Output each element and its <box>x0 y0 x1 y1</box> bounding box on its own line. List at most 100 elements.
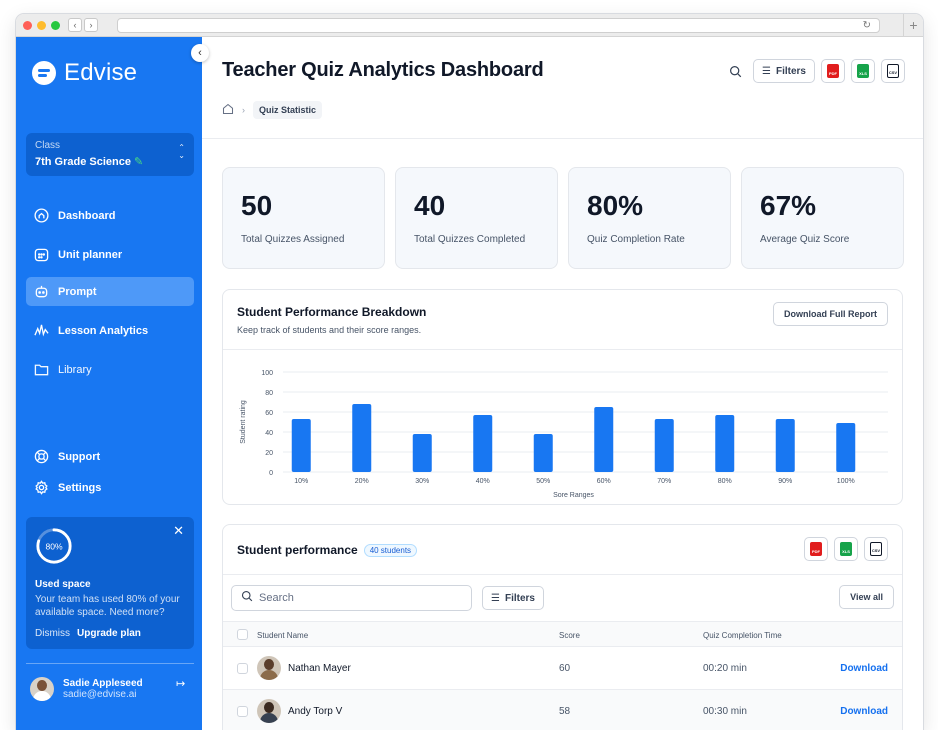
usage-description: Your team has used 80% of your available… <box>35 594 180 618</box>
home-icon[interactable] <box>222 103 234 117</box>
export-csv-button[interactable]: CSV <box>881 59 905 83</box>
bar <box>654 419 674 472</box>
y-tick-label: 60 <box>265 410 273 417</box>
x-tick-label: 10% <box>294 478 308 485</box>
back-arrow-icon[interactable]: ‹ <box>68 18 82 32</box>
stat-card-assigned: 50 Total Quizzes Assigned <box>222 167 385 269</box>
column-header-score[interactable]: Score <box>559 631 580 640</box>
usage-title: Used space <box>35 579 91 590</box>
csv-file-icon: CSV <box>887 64 899 78</box>
export-xls-button[interactable]: XLS <box>834 537 858 561</box>
class-selector[interactable]: Class 7th Grade Science ✎ ⌃ ⌄ <box>26 133 194 176</box>
student-score: 60 <box>559 663 571 674</box>
bar <box>715 415 735 472</box>
table-filters-button[interactable]: ☰ Filters <box>482 586 544 610</box>
export-csv-button[interactable]: CSV <box>864 537 888 561</box>
sidebar-item-unit-planner[interactable]: Unit planner <box>26 240 194 269</box>
dismiss-link[interactable]: Dismiss <box>35 628 70 639</box>
bar <box>291 419 311 472</box>
sidebar-item-label: Dashboard <box>58 209 116 222</box>
browser-window: ‹ › ↻ + Edvise Class 7th Grade Science ✎ … <box>16 14 923 730</box>
search-icon[interactable] <box>723 59 747 83</box>
x-tick-label: 90% <box>778 478 792 485</box>
card-divider <box>223 349 902 350</box>
pdf-file-icon: PDF <box>810 542 822 556</box>
stat-label: Total Quizzes Completed <box>414 234 526 245</box>
close-window-button[interactable] <box>23 21 32 30</box>
breadcrumb: › Quiz Statistic <box>222 101 323 119</box>
bar <box>473 415 493 472</box>
table-row[interactable]: Andy Torp V 58 00:30 min Download <box>223 690 902 730</box>
completion-time: 00:30 min <box>703 706 747 717</box>
filters-button[interactable]: ☰ Filters <box>753 59 815 83</box>
download-link[interactable]: Download <box>840 663 888 674</box>
sidebar-item-dashboard[interactable]: Dashboard <box>26 201 194 230</box>
row-checkbox[interactable] <box>237 706 248 717</box>
x-tick-label: 80% <box>718 478 732 485</box>
app-logo[interactable]: Edvise <box>32 59 137 87</box>
download-report-button[interactable]: Download Full Report <box>773 302 888 326</box>
table-row[interactable]: Nathan Mayer 60 00:20 min Download <box>223 647 902 690</box>
bar <box>412 434 432 472</box>
select-all-checkbox[interactable] <box>237 629 248 640</box>
column-header-time[interactable]: Quiz Completion Time <box>703 631 782 640</box>
column-header-name[interactable]: Student Name <box>257 631 309 640</box>
minimize-window-button[interactable] <box>37 21 46 30</box>
stat-label: Quiz Completion Rate <box>587 234 685 245</box>
stat-label: Total Quizzes Assigned <box>241 234 345 245</box>
chevron-up-down-icon: ⌃ ⌄ <box>178 143 185 160</box>
y-tick-label: 20 <box>265 450 273 457</box>
x-tick-label: 50% <box>536 478 550 485</box>
forward-arrow-icon[interactable]: › <box>84 18 98 32</box>
avatar <box>257 699 281 723</box>
gear-icon <box>34 480 49 495</box>
sidebar-item-library[interactable]: Library <box>26 355 194 384</box>
row-checkbox[interactable] <box>237 663 248 674</box>
reload-icon[interactable]: ↻ <box>862 20 871 31</box>
y-tick-label: 0 <box>269 470 273 477</box>
x-axis-label: Sore Ranges <box>553 492 594 499</box>
search-input[interactable] <box>259 592 459 604</box>
close-icon[interactable]: ✕ <box>173 523 184 538</box>
class-value: 7th Grade Science ✎ <box>35 156 144 168</box>
completion-time: 00:20 min <box>703 663 747 674</box>
sidebar-item-prompt[interactable]: Prompt <box>26 277 194 306</box>
student-count-badge: 40 students <box>363 544 418 557</box>
export-xls-button[interactable]: XLS <box>851 59 875 83</box>
x-tick-label: 30% <box>415 478 429 485</box>
sidebar-item-lesson-analytics[interactable]: Lesson Analytics <box>26 316 194 345</box>
student-performance-card: Student performance 40 students PDF XLS C… <box>222 524 903 730</box>
x-tick-label: 60% <box>597 478 611 485</box>
usage-percent-label: 80% <box>45 541 63 551</box>
card-title: Student performance 40 students <box>237 543 418 557</box>
pencil-icon[interactable]: ✎ <box>134 156 144 168</box>
y-axis-label: Student rating <box>240 400 247 444</box>
sidebar-item-support[interactable]: Support <box>26 442 194 471</box>
collapse-sidebar-button[interactable]: ‹ <box>191 44 209 62</box>
export-pdf-button[interactable]: PDF <box>804 537 828 561</box>
search-icon <box>241 589 253 607</box>
card-divider <box>223 574 902 575</box>
address-bar[interactable]: ↻ <box>117 18 880 33</box>
search-field[interactable] <box>231 585 472 611</box>
logout-icon[interactable]: ↦ <box>176 678 186 690</box>
download-link[interactable]: Download <box>840 706 888 717</box>
storage-usage-card: ✕ 80% Used space Your team has used 80% … <box>26 517 194 649</box>
card-subtitle: Keep track of students and their score r… <box>237 325 422 335</box>
sidebar-item-settings[interactable]: Settings <box>26 473 194 502</box>
user-profile[interactable]: Sadie Appleseed sadie@edvise.ai <box>30 677 143 701</box>
sidebar-item-label: Settings <box>58 481 102 494</box>
view-all-button[interactable]: View all <box>839 585 894 609</box>
new-tab-icon[interactable]: + <box>903 14 923 37</box>
pdf-file-icon: PDF <box>827 64 839 78</box>
table-header: Student Name Score Quiz Completion Time <box>223 621 902 647</box>
maximize-window-button[interactable] <box>51 21 60 30</box>
upgrade-plan-link[interactable]: Upgrade plan <box>77 628 141 639</box>
page-title: Teacher Quiz Analytics Dashboard <box>222 59 544 81</box>
stat-value: 50 <box>241 190 273 221</box>
page-header: Teacher Quiz Analytics Dashboard › Quiz … <box>202 37 923 139</box>
header-actions: ☰ Filters PDF XLS CSV <box>723 59 905 83</box>
calendar-icon <box>34 247 49 262</box>
breadcrumb-current[interactable]: Quiz Statistic <box>253 101 323 119</box>
export-pdf-button[interactable]: PDF <box>821 59 845 83</box>
